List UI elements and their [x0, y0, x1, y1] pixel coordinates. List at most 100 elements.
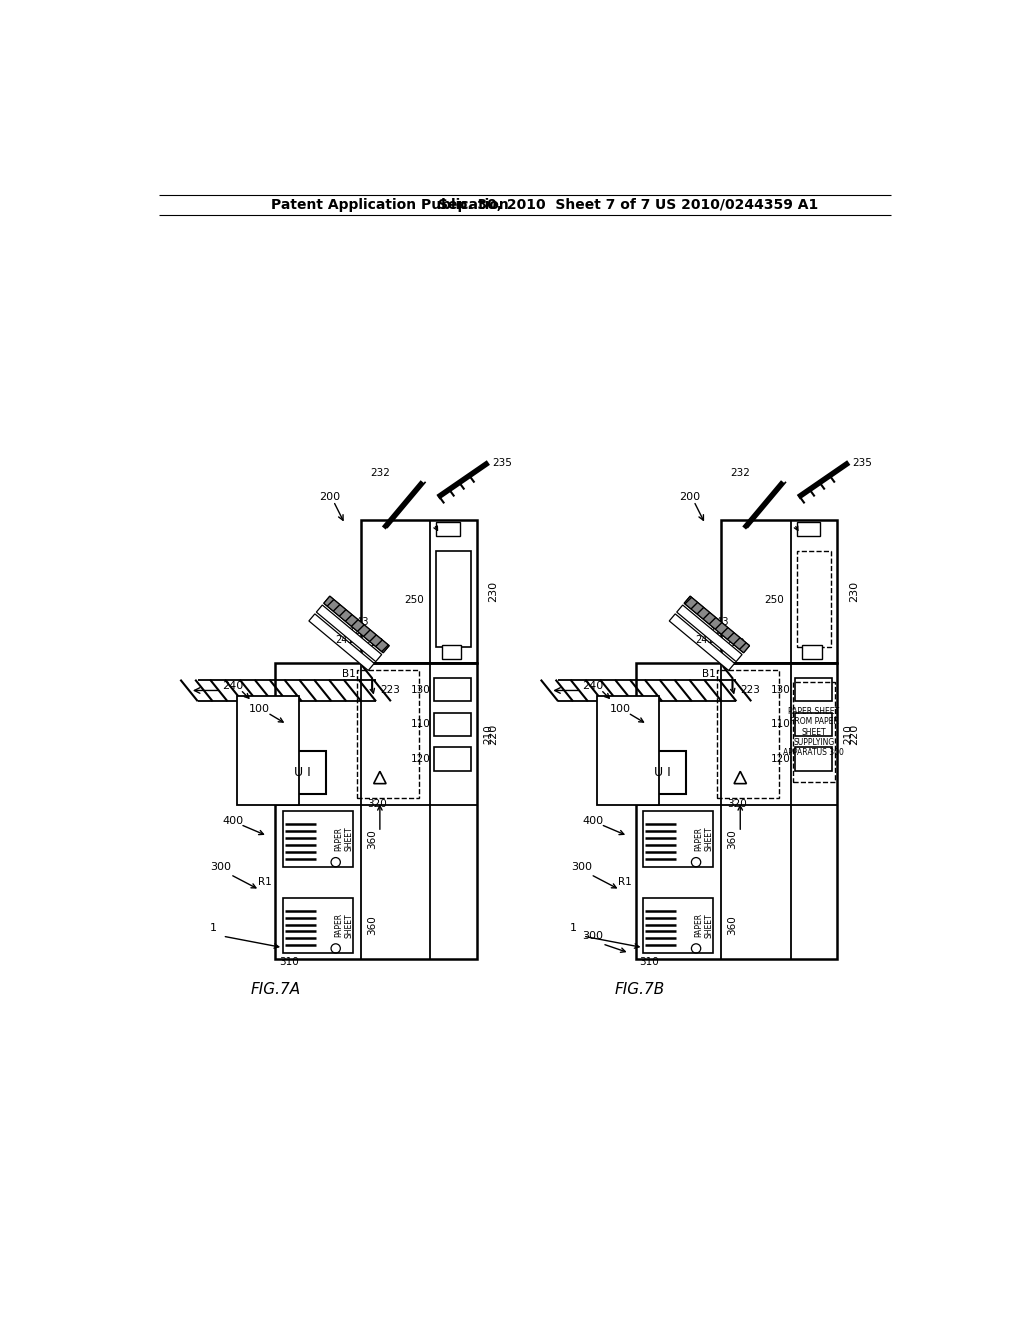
Bar [802, 645, 821, 659]
Text: 235: 235 [853, 458, 872, 467]
Text: U I: U I [294, 767, 310, 779]
Text: Patent Application Publication: Patent Application Publication [271, 198, 509, 211]
Text: US 2010/0244359 A1: US 2010/0244359 A1 [655, 198, 818, 211]
Polygon shape [316, 605, 382, 661]
Text: 222: 222 [725, 639, 744, 648]
Text: 210: 210 [844, 725, 853, 744]
Text: R1: R1 [258, 878, 271, 887]
Bar [797, 552, 830, 647]
Text: 232: 232 [370, 467, 390, 478]
Text: 360: 360 [727, 829, 737, 849]
Text: 310: 310 [280, 957, 299, 968]
Bar [643, 898, 713, 953]
Text: Sep. 30, 2010  Sheet 7 of 7: Sep. 30, 2010 Sheet 7 of 7 [438, 198, 650, 211]
Text: 300: 300 [211, 862, 231, 871]
Text: 130: 130 [771, 685, 791, 694]
Text: 220: 220 [488, 723, 499, 744]
Bar [442, 645, 461, 659]
Text: 242: 242 [342, 626, 361, 636]
Text: 230: 230 [849, 581, 859, 602]
Text: 242: 242 [702, 626, 721, 636]
Text: 250: 250 [404, 594, 424, 605]
Text: 110: 110 [771, 719, 791, 730]
Polygon shape [309, 614, 374, 671]
Bar [356, 671, 419, 797]
Text: 243: 243 [711, 616, 729, 627]
Polygon shape [324, 597, 389, 653]
Text: 300: 300 [570, 862, 592, 871]
Text: B1: B1 [342, 668, 355, 678]
Text: 130: 130 [411, 685, 430, 694]
Bar [793, 682, 835, 781]
Text: PAPER
SHEET: PAPER SHEET [694, 826, 714, 851]
Text: 1: 1 [210, 924, 217, 933]
Text: R1: R1 [618, 878, 632, 887]
Polygon shape [684, 597, 750, 653]
Bar [597, 696, 658, 805]
Bar [640, 751, 686, 793]
Polygon shape [324, 597, 389, 653]
Text: 241: 241 [695, 635, 714, 644]
Text: 241: 241 [335, 635, 353, 644]
Text: PAPER
SHEET: PAPER SHEET [334, 913, 353, 937]
Text: 320: 320 [367, 799, 386, 809]
Polygon shape [677, 605, 742, 661]
Bar [795, 747, 831, 771]
Bar [434, 747, 471, 771]
Bar [275, 663, 477, 960]
Text: 310: 310 [640, 957, 659, 968]
Polygon shape [670, 614, 734, 671]
Text: 222: 222 [365, 639, 384, 648]
Text: FIG.7A: FIG.7A [250, 982, 300, 998]
Text: 360: 360 [367, 916, 377, 935]
Text: 110: 110 [411, 719, 430, 730]
Text: 400: 400 [583, 816, 603, 825]
Bar [360, 520, 477, 663]
Text: 243: 243 [350, 616, 369, 627]
Text: 100: 100 [249, 704, 270, 714]
Text: 100: 100 [609, 704, 631, 714]
Bar [237, 696, 299, 805]
Bar [717, 671, 779, 797]
Bar [636, 663, 838, 960]
Text: 200: 200 [679, 492, 700, 502]
Text: 240: 240 [583, 681, 603, 690]
Bar [283, 812, 352, 867]
Text: FIG.7B: FIG.7B [614, 982, 665, 998]
Text: 210: 210 [483, 725, 493, 744]
Text: 235: 235 [493, 458, 512, 467]
Bar [436, 521, 460, 536]
Text: 230: 230 [488, 581, 499, 602]
Polygon shape [684, 597, 750, 653]
Bar [643, 812, 713, 867]
Text: 360: 360 [727, 916, 737, 935]
Text: 232: 232 [730, 467, 751, 478]
Text: 400: 400 [222, 816, 243, 825]
Text: 250: 250 [765, 594, 784, 605]
Text: 240: 240 [222, 681, 244, 690]
Bar [795, 678, 831, 701]
Text: U I: U I [654, 767, 671, 779]
Bar [795, 713, 831, 737]
Bar [797, 521, 820, 536]
Bar [436, 552, 471, 647]
Text: 360: 360 [367, 829, 377, 849]
Text: 1: 1 [570, 924, 578, 933]
Bar [434, 678, 471, 701]
Text: 300: 300 [583, 931, 603, 941]
Text: 320: 320 [727, 799, 746, 809]
Text: 220: 220 [849, 723, 859, 744]
Text: 120: 120 [411, 754, 430, 764]
Text: 223: 223 [740, 685, 760, 694]
Bar [434, 713, 471, 737]
Bar [283, 898, 352, 953]
Text: 223: 223 [380, 685, 399, 694]
Text: PAPER
SHEET: PAPER SHEET [694, 913, 714, 937]
Text: B1: B1 [702, 668, 716, 678]
Text: PAPER
SHEET: PAPER SHEET [334, 826, 353, 851]
Text: PAPER SHEET
FROM PAPER
SHEET
SUPPLYING
APPARATUS 300: PAPER SHEET FROM PAPER SHEET SUPPLYING A… [783, 706, 845, 758]
Text: 200: 200 [318, 492, 340, 502]
Text: 120: 120 [771, 754, 791, 764]
Bar [721, 520, 838, 663]
Bar [280, 751, 326, 793]
